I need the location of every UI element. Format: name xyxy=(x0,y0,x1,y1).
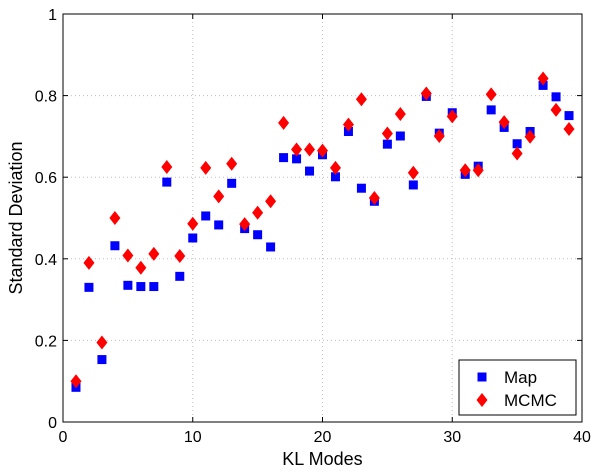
data-point-map xyxy=(84,282,94,292)
x-tick-label: 30 xyxy=(443,429,461,446)
data-point-mcmc xyxy=(122,248,134,263)
data-point-mcmc xyxy=(148,246,160,261)
data-point-map xyxy=(162,177,172,187)
data-point-map xyxy=(136,282,146,292)
data-point-map xyxy=(266,242,276,252)
data-point-mcmc xyxy=(174,248,186,263)
y-tick-label: 0.2 xyxy=(35,333,57,350)
data-point-mcmc xyxy=(407,165,419,180)
legend-label-mcmc: MCMC xyxy=(504,391,557,410)
x-tick-label: 10 xyxy=(184,429,202,446)
data-point-mcmc xyxy=(213,189,225,204)
data-point-mcmc xyxy=(550,102,562,117)
data-point-mcmc xyxy=(563,122,575,137)
axis-ticks: 0 10 20 30 40 0 0.2 0.4 0.6 0.8 1 xyxy=(35,7,591,446)
data-points xyxy=(70,71,575,392)
data-point-map xyxy=(110,241,120,251)
data-point-mcmc xyxy=(381,126,393,141)
series-map xyxy=(71,80,574,392)
legend: Map MCMC xyxy=(458,359,577,416)
y-tick-label: 0 xyxy=(48,415,57,432)
data-point-mcmc xyxy=(472,163,484,178)
data-point-mcmc xyxy=(291,142,303,157)
data-point-map xyxy=(188,233,198,243)
x-axis-label: KL Modes xyxy=(282,449,362,469)
data-point-mcmc xyxy=(368,191,380,206)
y-axis-label: Standard Deviation xyxy=(6,141,26,294)
data-point-mcmc xyxy=(278,115,290,130)
data-point-mcmc xyxy=(187,216,199,231)
y-tick-label: 0.4 xyxy=(35,252,57,269)
data-point-map xyxy=(305,166,315,176)
data-point-map xyxy=(123,280,133,290)
data-point-mcmc xyxy=(317,143,328,158)
data-point-map xyxy=(292,154,302,164)
legend-marker-mcmc xyxy=(476,393,488,407)
data-point-mcmc xyxy=(355,92,367,107)
data-point-mcmc xyxy=(83,255,95,270)
data-point-mcmc xyxy=(511,146,523,161)
data-point-mcmc xyxy=(304,142,316,157)
data-point-map xyxy=(356,183,366,193)
data-point-mcmc xyxy=(420,86,432,101)
data-point-map xyxy=(214,220,224,230)
data-point-mcmc xyxy=(109,211,121,225)
data-point-mcmc xyxy=(342,117,354,132)
data-point-mcmc xyxy=(200,160,212,175)
y-tick-label: 1 xyxy=(48,7,57,24)
data-point-mcmc xyxy=(135,260,147,275)
data-point-map xyxy=(227,178,237,188)
data-point-mcmc xyxy=(498,115,510,130)
data-point-map xyxy=(201,211,211,221)
legend-box xyxy=(458,359,577,416)
data-point-map xyxy=(395,131,405,141)
data-point-mcmc xyxy=(459,163,471,178)
data-point-mcmc xyxy=(394,106,406,121)
y-tick-label: 0.6 xyxy=(35,170,57,187)
data-point-map xyxy=(97,355,107,365)
data-point-mcmc xyxy=(446,109,458,124)
data-point-map xyxy=(330,172,340,182)
data-point-mcmc xyxy=(329,160,341,175)
data-point-mcmc xyxy=(485,87,497,102)
data-point-map xyxy=(551,92,561,102)
data-point-map xyxy=(253,230,263,240)
data-point-mcmc xyxy=(524,129,536,144)
data-point-map xyxy=(279,153,289,163)
legend-marker-map xyxy=(477,372,487,382)
data-point-mcmc xyxy=(239,217,251,232)
data-point-mcmc xyxy=(70,374,82,389)
data-point-mcmc xyxy=(265,194,277,209)
data-point-map xyxy=(486,105,496,115)
data-point-map xyxy=(564,111,574,121)
legend-label-map: Map xyxy=(504,368,537,387)
data-point-mcmc xyxy=(252,205,264,220)
data-point-map xyxy=(149,282,159,292)
data-point-map xyxy=(382,139,392,149)
y-tick-label: 0.8 xyxy=(35,89,57,106)
data-point-mcmc xyxy=(537,71,549,86)
x-tick-label: 20 xyxy=(314,429,332,446)
series-mcmc xyxy=(70,71,575,389)
data-point-mcmc xyxy=(96,335,108,350)
data-point-map xyxy=(408,180,418,190)
x-tick-label: 40 xyxy=(573,429,591,446)
data-point-mcmc xyxy=(433,128,445,143)
data-point-map xyxy=(512,139,522,149)
data-point-mcmc xyxy=(161,160,173,174)
data-point-mcmc xyxy=(226,156,238,171)
x-tick-label: 0 xyxy=(59,429,68,446)
data-point-map xyxy=(175,271,185,281)
